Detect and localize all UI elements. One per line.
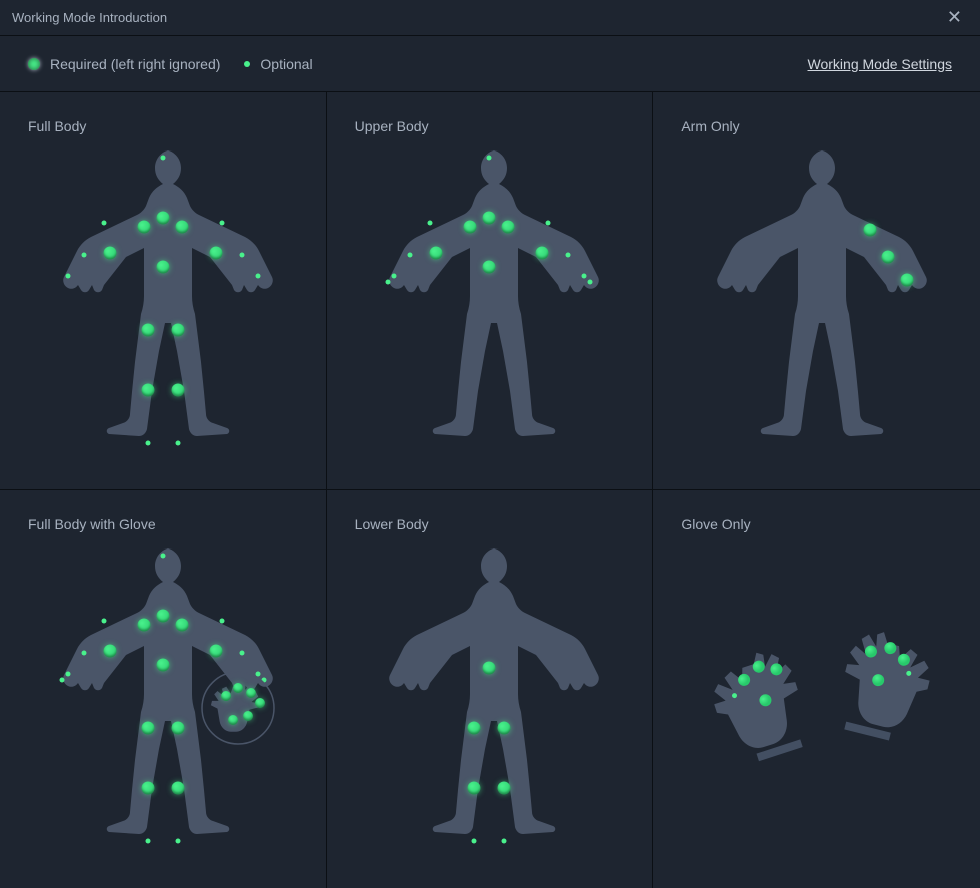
sensor-required-icon bbox=[881, 251, 894, 264]
sensor-required-icon bbox=[536, 247, 549, 260]
sensor-optional-icon bbox=[588, 280, 593, 285]
panel-title: Upper Body bbox=[355, 118, 625, 134]
sensor-required-icon bbox=[103, 247, 116, 260]
sensor-required-icon bbox=[141, 324, 154, 337]
sensor-optional-icon bbox=[386, 280, 391, 285]
panel-fullbody-glove[interactable]: Full Body with Glove bbox=[0, 490, 327, 888]
sensor-required-icon bbox=[246, 688, 256, 698]
sensor-required-icon bbox=[243, 711, 253, 721]
panel-title: Arm Only bbox=[681, 118, 952, 134]
required-dot-icon bbox=[28, 58, 40, 70]
sensor-required-icon bbox=[137, 221, 150, 234]
sensor-optional-icon bbox=[582, 274, 587, 279]
sensor-required-icon bbox=[228, 715, 238, 725]
sensor-required-icon bbox=[498, 722, 511, 735]
panel-lowerbody[interactable]: Lower Body bbox=[327, 490, 654, 888]
sensor-optional-icon bbox=[65, 274, 70, 279]
sensor-optional-icon bbox=[160, 156, 165, 161]
sensor-required-icon bbox=[175, 221, 188, 234]
panel-fullbody[interactable]: Full Body bbox=[0, 92, 327, 490]
panel-title: Full Body bbox=[28, 118, 298, 134]
sensor-optional-icon bbox=[239, 253, 244, 258]
sensor-required-icon bbox=[255, 698, 265, 708]
sensor-required-icon bbox=[141, 384, 154, 397]
sensor-optional-icon bbox=[487, 156, 492, 161]
sensor-required-icon bbox=[156, 261, 169, 274]
legend-required-label: Required (left right ignored) bbox=[50, 56, 220, 72]
mode-grid: Full Body Upper Body Arm Only Full Body … bbox=[0, 92, 980, 888]
sensor-required-icon bbox=[483, 261, 496, 274]
sensor-required-icon bbox=[502, 221, 515, 234]
sensor-required-icon bbox=[430, 247, 443, 260]
sensor-required-icon bbox=[498, 782, 511, 795]
titlebar: Working Mode Introduction ✕ bbox=[0, 0, 980, 36]
sensor-optional-icon bbox=[566, 253, 571, 258]
panel-title: Full Body with Glove bbox=[28, 516, 298, 532]
sensor-optional-icon bbox=[428, 221, 433, 226]
sensor-required-icon bbox=[221, 691, 231, 701]
sensor-optional-icon bbox=[546, 221, 551, 226]
panel-upperbody[interactable]: Upper Body bbox=[327, 92, 654, 490]
sensor-optional-icon bbox=[145, 441, 150, 446]
panel-title: Glove Only bbox=[681, 516, 952, 532]
sensor-required-icon bbox=[209, 247, 222, 260]
sensor-required-icon bbox=[233, 683, 243, 693]
sensor-optional-icon bbox=[255, 274, 260, 279]
sensor-required-icon bbox=[171, 324, 184, 337]
window-title: Working Mode Introduction bbox=[12, 10, 167, 25]
panel-armonly[interactable]: Arm Only bbox=[653, 92, 980, 490]
sensor-optional-icon bbox=[472, 839, 477, 844]
close-icon[interactable]: ✕ bbox=[941, 3, 968, 32]
sensor-optional-icon bbox=[101, 221, 106, 226]
sensor-optional-icon bbox=[502, 839, 507, 844]
sensor-required-icon bbox=[171, 384, 184, 397]
sensor-optional-icon bbox=[219, 221, 224, 226]
sensor-required-icon bbox=[483, 662, 496, 675]
sensor-required-icon bbox=[156, 212, 169, 225]
sensor-required-icon bbox=[468, 722, 481, 735]
sensor-required-icon bbox=[483, 212, 496, 225]
panel-gloveonly[interactable]: Glove Only bbox=[653, 490, 980, 888]
panel-title: Lower Body bbox=[355, 516, 625, 532]
optional-dot-icon bbox=[244, 61, 250, 67]
legend-optional-label: Optional bbox=[260, 56, 312, 72]
working-mode-settings-link[interactable]: Working Mode Settings bbox=[808, 56, 952, 72]
sensor-required-icon bbox=[900, 274, 913, 287]
sensor-optional-icon bbox=[392, 274, 397, 279]
sensor-required-icon bbox=[863, 224, 876, 237]
sensor-required-icon bbox=[468, 782, 481, 795]
sensor-optional-icon bbox=[175, 441, 180, 446]
sensor-required-icon bbox=[464, 221, 477, 234]
sensor-optional-icon bbox=[81, 253, 86, 258]
legend-bar: Required (left right ignored) Optional W… bbox=[0, 36, 980, 92]
sensor-optional-icon bbox=[408, 253, 413, 258]
